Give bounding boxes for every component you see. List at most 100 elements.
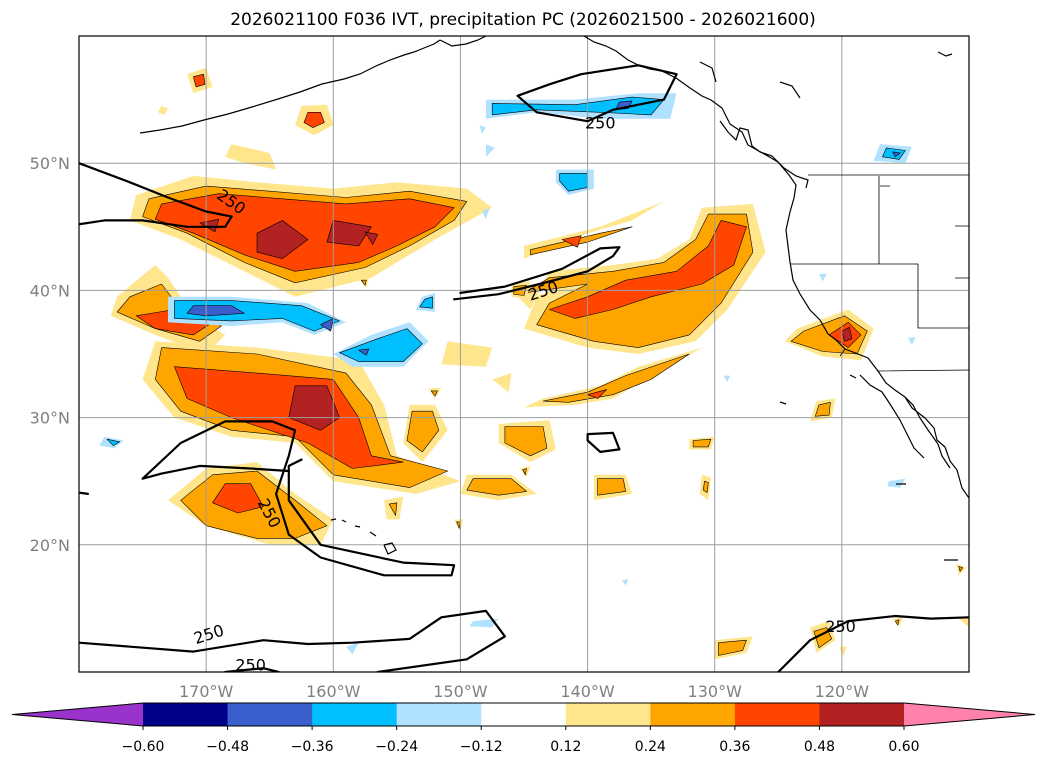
colorbar-extend-high	[904, 703, 1035, 726]
colorbar-extend-low	[12, 703, 143, 726]
map-frame	[78, 35, 970, 673]
colorbar-segment	[227, 703, 313, 726]
precip-negative-blue-misc	[887, 478, 906, 488]
precip-positive-north-pacific-band	[326, 220, 372, 247]
x-tick-label: 150°W	[433, 682, 488, 701]
precip-negative-blue-misc	[346, 642, 359, 655]
precip-negative-blue-c	[358, 348, 370, 356]
colorbar-segment	[396, 703, 482, 726]
us-borders	[790, 174, 969, 372]
colorbar-segment	[143, 703, 229, 726]
precip-negative-blue-misc	[621, 579, 629, 586]
precip-positive-se-6	[958, 617, 969, 628]
precip-positive-mid-a	[441, 341, 493, 367]
precip-positive-blob-b	[303, 112, 325, 128]
colorbar-tick-label: 0.60	[888, 739, 919, 755]
colorbar-tick-label: 0.48	[804, 739, 835, 755]
precip-positive-atm-river-north	[530, 226, 633, 256]
ivt-contour-line	[79, 609, 506, 672]
ivt-contour-line	[586, 431, 621, 453]
precip-positive-small-13	[430, 390, 438, 397]
colorbar: −0.60 −0.48 −0.36 −0.24 −0.12 0.12 0.24 0.36 0.4…	[11, 702, 1036, 755]
hawaii-islands	[330, 518, 397, 555]
y-tick-label: 50°N	[30, 154, 70, 173]
precip-positive-small-9	[456, 521, 461, 529]
precip-negative-blue-c	[339, 328, 423, 362]
colorbar-tick-label: 0.36	[719, 739, 750, 755]
precip-positive-small-11	[360, 279, 367, 286]
precip-negative-blue-misc	[908, 337, 916, 346]
chart-title: 2026021100 F036 IVT, precipitation PC (2…	[230, 10, 816, 30]
precip-positive-atm-river-south	[587, 389, 607, 399]
precip-negative-blue-misc	[819, 273, 827, 282]
precip-positive-small-4	[388, 502, 398, 516]
coastlines-layer	[139, 36, 969, 561]
precip-negative-blue-nw	[485, 144, 495, 157]
precip-positive-north-pacific-band	[256, 220, 309, 259]
colorbar-segment	[312, 703, 398, 726]
precip-positive-small-5	[597, 478, 627, 496]
ivt-contour-line	[79, 491, 90, 495]
precip-negative-blue-nw	[479, 125, 486, 134]
precip-positive-se-2	[718, 639, 747, 656]
precip-positive-atm-river-south	[542, 353, 690, 403]
precip-negative-blue-w	[186, 305, 245, 317]
precip-negative-blue-canada	[892, 151, 901, 158]
colorbar-tick-label: 0.12	[550, 739, 581, 755]
alaska-coast	[439, 36, 487, 47]
precip-positive-north-pacific-band	[364, 231, 379, 245]
precip-positive-blob-d	[157, 106, 168, 115]
colorbar-segment	[819, 703, 905, 726]
colorbar-segment	[481, 703, 567, 726]
colorbar-segment	[734, 703, 820, 726]
ivt-contour-label: 250	[825, 617, 856, 636]
y-axis-ticks: 20°N 30°N 40°N 50°N	[30, 154, 70, 555]
baja-california	[859, 374, 951, 469]
precip-positive-central-blob	[288, 385, 340, 431]
x-tick-label: 160°W	[306, 682, 361, 701]
precip-positive-atm-river-north	[561, 235, 582, 248]
precip-negative-blue-misc	[723, 375, 730, 382]
ivt-contour-label: 250	[235, 655, 266, 674]
precip-positive-blob-a	[193, 73, 206, 88]
ivt-contour-line	[516, 64, 678, 123]
aleutian-islands	[139, 39, 441, 134]
colorbar-tick-label: 0.24	[635, 739, 666, 755]
precip-negative-blue-misc	[469, 618, 499, 628]
ivt-contour-line	[141, 420, 456, 577]
precip-negative-gulf-alaska	[491, 96, 665, 116]
precip-negative-blue-b	[559, 173, 588, 192]
precip-positive-se-4	[958, 566, 963, 572]
precip-positive-small-3	[466, 478, 527, 496]
precip-positive-mid-b	[492, 373, 512, 393]
ivt-contour-line	[224, 667, 280, 672]
canada-coast-islands	[699, 51, 953, 189]
precip-positive-small-10	[522, 468, 527, 476]
colorbar-tick-label: −0.48	[206, 739, 249, 755]
precip-positive-north-pacific-band	[155, 193, 455, 272]
y-tick-label: 20°N	[30, 536, 70, 555]
colorbar-tick-label: −0.12	[460, 739, 503, 755]
precip-positive-se-3	[894, 619, 900, 626]
ivt-contours	[79, 64, 969, 672]
precip-positive-small-8	[814, 401, 831, 417]
precip-positive-small-2	[504, 426, 548, 457]
precip-positive-se-5	[839, 646, 847, 657]
precip-positive-small-6	[692, 438, 712, 448]
x-tick-label: 140°W	[560, 682, 615, 701]
ivt-contour-label: 250	[585, 113, 616, 132]
ivt-contour-line	[79, 162, 233, 228]
precip-negative-blue-w	[320, 318, 334, 332]
x-tick-label: 170°W	[179, 682, 234, 701]
precip-negative-blue-far-w	[106, 438, 120, 446]
precip-negative-blue-e	[482, 207, 490, 220]
x-tick-label: 130°W	[688, 682, 743, 701]
precip-positive-atm-river-main	[549, 220, 747, 319]
x-tick-label: 120°W	[815, 682, 870, 701]
precip-negative-blue-c2	[419, 296, 433, 309]
small-islands	[779, 374, 958, 561]
x-axis-ticks: 170°W 160°W 150°W 140°W 130°W 120°W	[179, 682, 869, 701]
precip-positive-atm-river-south	[524, 347, 702, 408]
